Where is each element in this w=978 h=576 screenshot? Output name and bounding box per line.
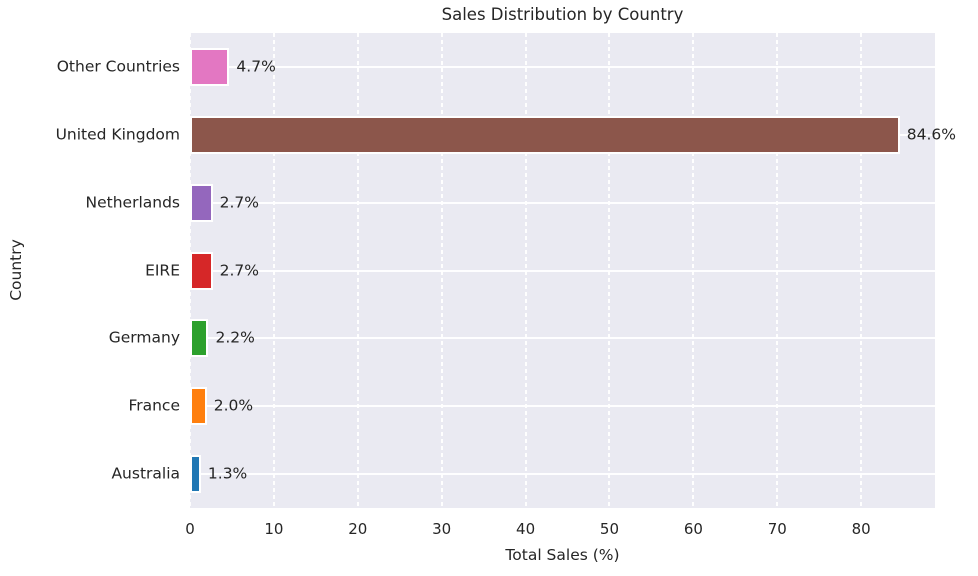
bar-eire	[190, 251, 213, 290]
bar-value-label: 1.3%	[207, 464, 248, 483]
y-tick-label-other-countries: Other Countries	[56, 57, 180, 76]
x-tick-label: 40	[516, 520, 536, 538]
bar-value-label: 2.7%	[219, 261, 260, 280]
x-tick-label: 80	[851, 520, 871, 538]
bar-value-label: 2.7%	[219, 193, 260, 212]
y-gridline	[190, 405, 935, 408]
x-tick-label: 70	[767, 520, 787, 538]
y-gridline	[190, 473, 935, 476]
bar-value-label: 2.2%	[215, 328, 255, 347]
bar-other-countries	[190, 47, 230, 86]
y-gridline	[190, 201, 935, 204]
bar-value-label: 2.0%	[213, 396, 254, 415]
x-tick-label: 20	[348, 520, 368, 538]
y-gridline	[190, 269, 935, 272]
plot-area: 4.7% 84.6% 2.7% 2.7% 2.2% 2.0% 1.3%	[189, 33, 956, 508]
bar-netherlands	[190, 183, 213, 222]
bar-value-label: 84.6%	[906, 125, 956, 144]
y-gridline	[190, 337, 935, 340]
x-tick-label: 50	[599, 520, 620, 538]
y-tick-label-united-kingdom: United Kingdom	[55, 125, 180, 144]
bar-value-label: 4.7%	[236, 57, 276, 76]
x-tick-label: 60	[683, 520, 703, 538]
y-tick-label-netherlands: Netherlands	[85, 193, 180, 212]
bar-australia	[190, 455, 201, 494]
x-axis-label: Total Sales (%)	[505, 546, 620, 564]
x-tick-label: 0	[185, 520, 195, 538]
chart-title: Sales Distribution by Country	[441, 5, 684, 24]
y-gridline	[190, 65, 935, 68]
x-tick-label: 10	[264, 520, 284, 538]
bar-germany	[190, 319, 209, 358]
bar-france	[190, 387, 207, 426]
y-tick-label-france: France	[128, 396, 180, 415]
y-tick-label-eire: EIRE	[145, 261, 180, 280]
x-tick-label: 30	[432, 520, 452, 538]
y-tick-label-australia: Australia	[111, 464, 180, 483]
y-tick-label-germany: Germany	[108, 328, 180, 347]
bar-united-kingdom	[190, 115, 900, 154]
